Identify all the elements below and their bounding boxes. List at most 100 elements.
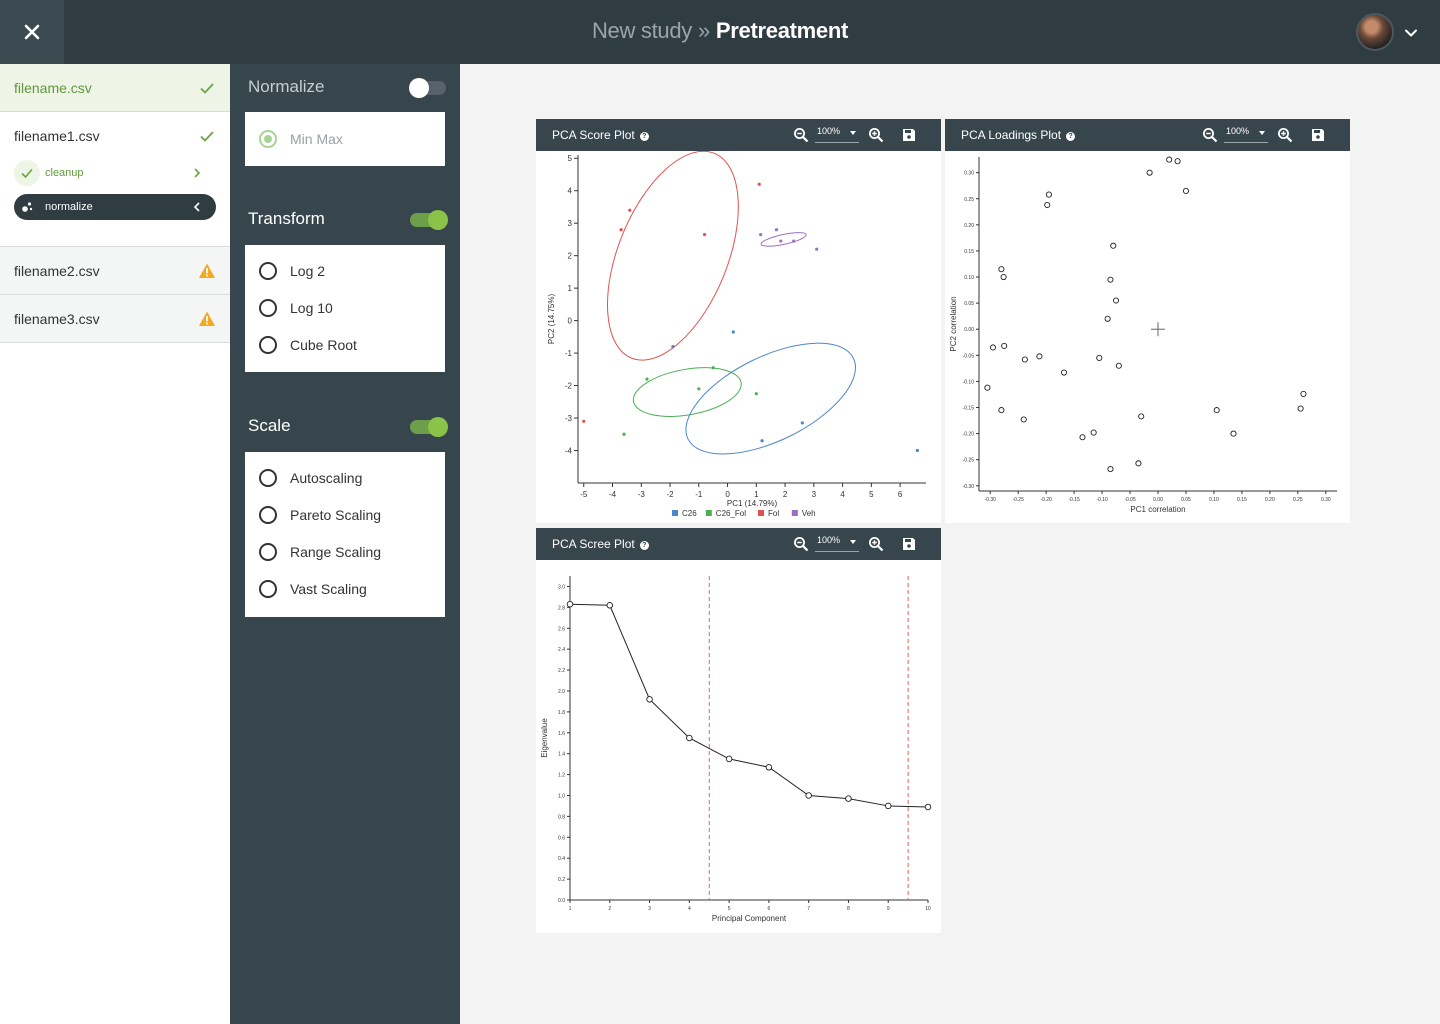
y-tick-label: 0.05	[964, 301, 974, 307]
data-point	[754, 392, 758, 396]
y-tick-label: 3	[568, 219, 573, 228]
data-point	[1045, 191, 1052, 198]
zoom-select[interactable]: 100%	[815, 126, 859, 143]
option-vast-scaling[interactable]: Vast Scaling	[259, 570, 431, 607]
breadcrumb-study[interactable]: New study	[591, 18, 692, 43]
y-tick-label: 5	[568, 154, 573, 163]
file-item[interactable]: filename.csv	[0, 64, 230, 112]
page-title: New study» Pretreatment	[0, 18, 1440, 44]
option-range-scaling[interactable]: Range Scaling	[259, 533, 431, 570]
zoom-value: 100%	[817, 126, 841, 136]
data-point	[1174, 158, 1181, 165]
transform-heading: Transform	[248, 209, 325, 228]
warning-icon	[199, 311, 215, 326]
close-button[interactable]	[0, 0, 64, 64]
x-tick-label: 0.00	[1153, 497, 1163, 503]
option-autoscaling[interactable]: Autoscaling	[259, 459, 431, 496]
legend-label: C26_Fol	[716, 509, 746, 518]
y-tick-label: 0.30	[964, 171, 974, 177]
zoom-out-icon[interactable]	[1202, 127, 1218, 143]
option-log2[interactable]: Log 2	[259, 252, 431, 289]
data-point	[1107, 276, 1114, 283]
save-icon[interactable]	[1310, 127, 1326, 143]
option-label: Pareto Scaling	[290, 506, 382, 523]
zoom-in-icon[interactable]	[868, 536, 884, 552]
score-plot-chart[interactable]: -4 -3 -2 -1 0 1 2 3 4 5 -5 -4 -3 -2 -1 0 1 2 3 4 5 6 PC1 (14.7…	[536, 151, 941, 523]
option-label: Range Scaling	[290, 543, 382, 560]
help-icon[interactable]: ?	[639, 132, 649, 141]
data-point	[645, 377, 649, 381]
file-item[interactable]: filename2.csv	[0, 247, 230, 295]
option-label: Vast Scaling	[290, 580, 367, 597]
scree-plot-chart[interactable]: 0.0 0.2 0.4 0.6 0.8 1.0 1.2 1.4 1.6 1.8 2.0 2.2 2.4 2…	[536, 560, 941, 933]
steps-icon	[14, 194, 40, 220]
data-point	[1021, 356, 1028, 363]
save-icon[interactable]	[901, 536, 917, 552]
legend-swatch	[705, 510, 712, 516]
chevron-down-icon[interactable]	[1402, 24, 1420, 42]
data-point	[1001, 342, 1008, 349]
x-tick-label: -5	[580, 490, 588, 499]
x-tick-label: 6	[898, 490, 903, 499]
data-point	[671, 345, 675, 349]
avatar[interactable]	[1356, 13, 1394, 51]
data-point	[800, 421, 804, 425]
y-tick-label: -0.10	[963, 379, 975, 385]
x-tick-label: 4	[840, 490, 845, 499]
x-axis-label: PC1 correlation	[1130, 505, 1185, 514]
zoom-out-icon[interactable]	[793, 536, 809, 552]
data-point	[622, 432, 626, 436]
data-point	[757, 182, 761, 186]
step-normalize[interactable]: normalize	[14, 194, 216, 220]
radio-icon	[259, 579, 277, 598]
save-icon[interactable]	[901, 127, 917, 143]
legend-swatch	[672, 510, 678, 516]
file-item[interactable]: filename1.csv	[0, 112, 230, 160]
option-pareto-scaling[interactable]: Pareto Scaling	[259, 496, 431, 533]
y-tick-label: 2	[568, 252, 573, 261]
option-label: Autoscaling	[290, 469, 363, 486]
check-icon	[200, 83, 214, 94]
warning-icon	[199, 263, 215, 278]
normalize-toggle[interactable]	[409, 78, 446, 98]
y-axis-label: PC2 (14.75%)	[547, 294, 556, 345]
option-log10[interactable]: Log 10	[259, 289, 431, 326]
data-point	[1020, 416, 1027, 423]
data-point	[815, 247, 819, 251]
normalize-heading: Normalize	[248, 77, 325, 96]
y-tick-label: 2.0	[558, 689, 565, 695]
scale-toggle[interactable]	[410, 417, 448, 437]
x-axis-label: PC1 (14.79%)	[727, 499, 778, 508]
plot-title-text: PCA Loadings Plot	[961, 128, 1062, 142]
data-point	[1182, 187, 1190, 194]
y-tick-label: 0.15	[964, 249, 974, 255]
loadings-plot-chart[interactable]: -0.30 -0.25 -0.20 -0.15 -0.10 -0.05 0.00 0.05 0.…	[945, 151, 1350, 523]
y-tick-label: 0.8	[558, 814, 565, 820]
zoom-select[interactable]: 100%	[1224, 126, 1268, 143]
transform-toggle[interactable]	[410, 210, 448, 230]
score-plot-card: PCA Score Plot? 100% -4 -3 -2 -1 0 1 2 3 4 5 -5 -4-…	[536, 119, 941, 523]
zoom-select[interactable]: 100%	[815, 535, 859, 552]
data-point	[1112, 297, 1120, 304]
file-item[interactable]: filename3.csv	[0, 295, 230, 343]
y-tick-label: 2.4	[558, 647, 565, 653]
x-tick-label: 5	[728, 906, 731, 912]
y-tick-label: 0.6	[558, 835, 565, 841]
zoom-in-icon[interactable]	[1277, 127, 1293, 143]
help-icon[interactable]: ?	[639, 541, 649, 550]
zoom-in-icon[interactable]	[868, 127, 884, 143]
y-tick-label: -0.25	[963, 458, 975, 464]
step-cleanup[interactable]: cleanup	[14, 160, 216, 186]
data-point	[725, 755, 733, 763]
y-tick-label: 1	[568, 284, 573, 293]
help-icon[interactable]: ?	[1066, 132, 1076, 141]
data-point	[779, 239, 783, 243]
option-cube-root[interactable]: Cube Root	[259, 326, 431, 363]
zoom-out-icon[interactable]	[793, 127, 809, 143]
breadcrumb-current: Pretreatment	[715, 18, 849, 43]
option-min-max[interactable]: Min Max	[259, 120, 431, 157]
data-point	[1115, 362, 1122, 369]
radio-icon	[259, 542, 277, 561]
chevron-left-icon	[193, 202, 200, 212]
top-bar: New study» Pretreatment	[0, 0, 1440, 64]
